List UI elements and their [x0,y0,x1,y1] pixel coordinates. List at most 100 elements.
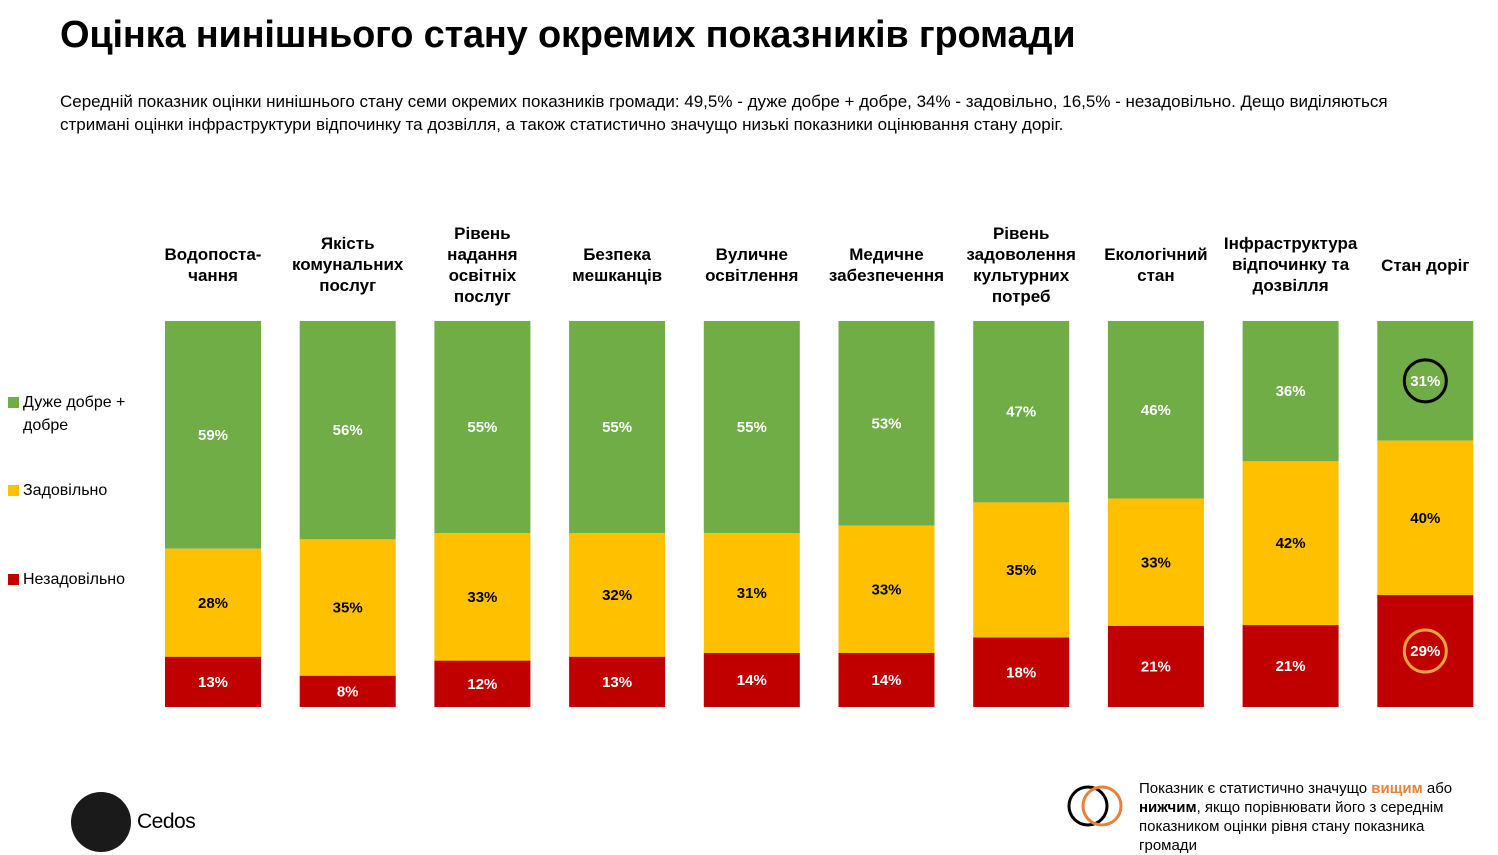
category-label: Водопоста- [165,245,262,264]
category-label: Інфраструктура [1224,234,1358,253]
data-label-satisfactory: 32% [602,587,632,604]
cedos-logo-text: Cedos [137,810,196,833]
bar-segment-unsatisfactory [1107,625,1204,707]
legend-swatch-unsatisfactory [8,574,19,585]
bar-segment-good [299,321,396,540]
cedos-logo-circle [71,792,131,852]
category-label: потреб [992,287,1051,306]
category-label: Рівень [454,224,510,243]
data-label-satisfactory: 35% [1006,562,1036,579]
bar-segment-good [838,321,935,526]
data-label-satisfactory: 35% [333,600,363,617]
data-label-satisfactory: 42% [1276,535,1306,552]
data-label-good: 36% [1276,383,1306,400]
note-higher: вищим [1371,780,1423,797]
data-label-unsatisfactory: 21% [1276,658,1306,675]
significance-note: Показник є статистично значущо вищим або… [1139,779,1459,855]
category-label: Безпека [583,245,651,264]
bar-segment-good [1377,321,1474,441]
category-label: освітніх [449,266,517,285]
highlight-circle-higher [1402,628,1448,674]
category-label: забезпечення [829,266,944,285]
bar-segment-good [569,321,666,534]
data-label-good: 55% [737,419,767,436]
bar-segment-satisfactory [569,533,666,657]
data-label-good: 55% [467,419,497,436]
legend-label-satisfactory: Задовільно [23,482,108,499]
data-label-unsatisfactory: 21% [1141,658,1171,675]
note-text-2: або [1422,780,1453,797]
legend-swatch-good [8,397,19,408]
data-label-satisfactory: 40% [1410,510,1440,527]
data-label-unsatisfactory: 18% [1006,664,1036,681]
data-label-unsatisfactory: 14% [871,672,901,689]
bar-segment-satisfactory [1107,498,1204,626]
data-label-good: 55% [602,419,632,436]
category-label: комунальних [292,255,404,274]
data-label-unsatisfactory: 12% [467,676,497,693]
category-label: Вуличне [716,245,788,264]
note-text-3: , якщо порівнювати його з середнім показ… [1139,799,1444,854]
bar-segment-good [434,321,531,534]
bar-segment-unsatisfactory [703,652,800,707]
bar-segment-unsatisfactory [973,637,1070,707]
data-label-satisfactory: 33% [871,581,901,598]
category-label: надання [447,245,517,264]
category-label: стан [1137,266,1175,285]
bar-segment-unsatisfactory [165,656,261,707]
category-label: послуг [454,287,511,306]
category-label: Рівень [993,224,1049,243]
bar-segment-satisfactory [165,548,261,657]
category-label: культурних [973,266,1070,285]
bar-segment-satisfactory [299,539,396,676]
double-circle-icon [1067,785,1123,827]
bar-segment-unsatisfactory [1377,595,1474,707]
bar-segment-good [1242,321,1339,462]
note-text-1: Показник є статистично значущо [1139,780,1372,797]
data-label-satisfactory: 33% [1141,554,1171,571]
bar-segment-satisfactory [973,502,1070,638]
data-label-unsatisfactory: 13% [198,674,228,691]
bar-segment-unsatisfactory [1242,625,1339,707]
bar-segment-unsatisfactory [434,660,531,707]
data-label-unsatisfactory: 13% [602,674,632,691]
category-label: задоволення [966,245,1076,264]
category-label: Екологічний [1104,245,1207,264]
bar-segment-satisfactory [434,533,531,661]
legend-swatch-satisfactory [8,485,19,496]
category-label: мешканців [572,266,662,285]
data-label-unsatisfactory: 14% [737,672,767,689]
bar-segment-satisfactory [838,525,935,653]
category-label: відпочинку та [1232,255,1350,274]
category-label: Якість [321,234,375,253]
category-label: чання [188,266,238,285]
data-label-good: 53% [871,415,901,432]
category-label: освітлення [705,266,798,285]
bar-segment-good [1107,321,1204,499]
data-label-good: 59% [198,427,228,444]
legend-label-unsatisfactory: Незадовільно [23,571,126,588]
category-label: Стан доріг [1381,256,1469,275]
bar-segment-good [973,321,1070,503]
legend-label-good: Дуже добре + добре [23,394,126,434]
note-lower: нижчим [1139,799,1197,816]
bar-segment-satisfactory [703,533,800,653]
category-label: послуг [319,276,376,295]
data-label-good: 47% [1006,404,1036,421]
bar-segment-unsatisfactory [299,675,396,707]
bar-segment-satisfactory [1242,461,1339,626]
data-label-good: 56% [333,422,363,439]
page-title: Оцінка нинішнього стану окремих показник… [60,14,1076,56]
data-label-unsatisfactory: 29% [1410,643,1440,660]
data-label-good: 46% [1141,402,1171,419]
page-subtitle: Середній показник оцінки нинішнього стан… [60,92,1388,134]
data-label-satisfactory: 28% [198,595,228,612]
bar-segment-good [165,321,261,549]
bar-segment-satisfactory [1377,440,1474,596]
data-label-unsatisfactory: 8% [337,683,359,700]
category-label: Медичне [849,245,923,264]
data-label-satisfactory: 33% [467,589,497,606]
category-label: дозвілля [1253,276,1329,295]
data-label-satisfactory: 31% [737,585,767,602]
